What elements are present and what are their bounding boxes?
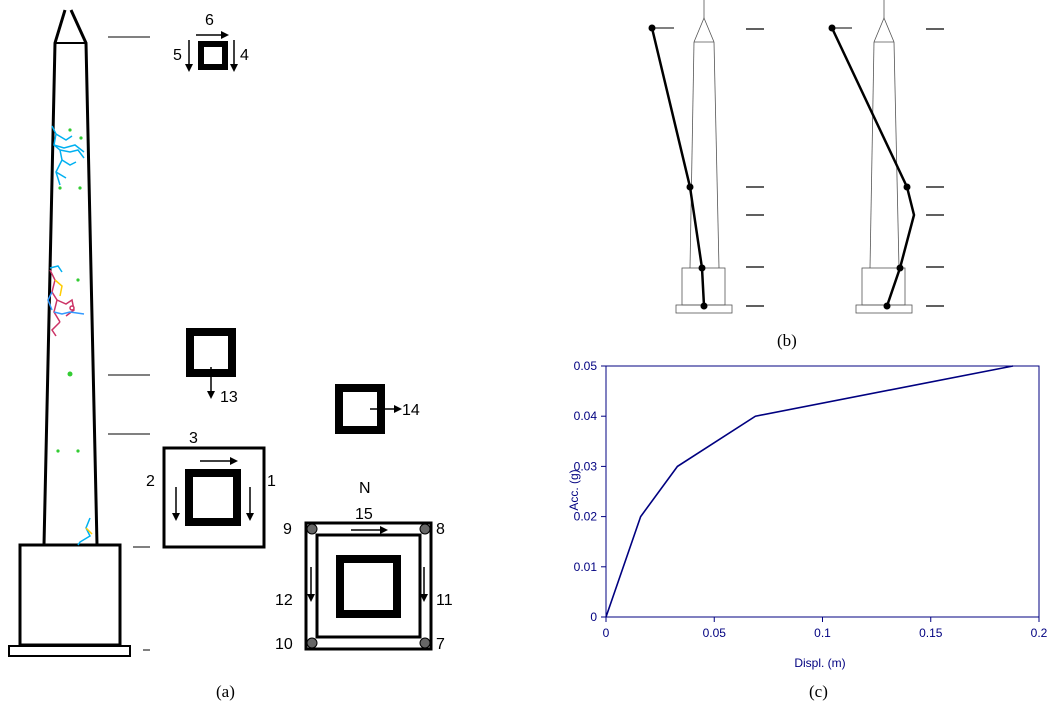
label-5: 5 — [173, 47, 182, 64]
section-plinth: N 15 9 8 12 11 10 7 — [275, 480, 453, 653]
corner-10 — [306, 637, 318, 649]
section-plinth-core — [336, 555, 401, 618]
arrow-4 — [230, 40, 238, 72]
caption-a: (a) — [216, 682, 235, 701]
label-9: 9 — [283, 521, 292, 538]
corner-8 — [419, 523, 431, 535]
label-6: 6 — [205, 12, 214, 29]
caption-b: (b) — [777, 331, 797, 350]
section-level-lines — [108, 36, 150, 651]
panel-c: 0 0.05 0.1 0.15 0.2 0 0.01 0.02 0.03 0.04 0.05 Dis… — [567, 359, 1048, 701]
label-3: 3 — [189, 430, 198, 447]
section-mid-2: 14 — [335, 384, 420, 434]
corner-9 — [306, 523, 318, 535]
label-14: 14 — [402, 402, 420, 419]
level-markers-b2 — [926, 28, 944, 307]
mode-shape-2 — [828, 24, 916, 310]
section-shaft-base-outer — [162, 446, 266, 549]
section-mid-wall — [186, 328, 236, 377]
arrow-14 — [370, 405, 402, 413]
arrow-3 — [200, 457, 238, 465]
x-axis-label: Displ. (m) — [794, 656, 845, 670]
capacity-curve-line — [605, 365, 1014, 618]
x-tick-label: 0.05 — [703, 626, 727, 640]
label-north: N — [359, 480, 371, 497]
section-plinth-inner — [315, 533, 422, 639]
arrow-11 — [420, 567, 428, 602]
arrow-5 — [185, 40, 193, 72]
panel-a: 6 5 4 13 14 — [8, 9, 453, 701]
label-4: 4 — [240, 47, 249, 64]
arrow-6 — [196, 31, 229, 39]
arrow-1 — [246, 487, 254, 521]
y-tick-label: 0.02 — [574, 510, 598, 524]
y-tick-label: 0.01 — [574, 560, 598, 574]
label-1: 1 — [267, 473, 276, 490]
crack-pattern-lower — [56, 371, 93, 546]
label-10: 10 — [275, 636, 293, 653]
obelisk-foundation — [8, 645, 131, 657]
section-plinth-outer — [304, 521, 433, 651]
panel-b: (b) — [648, 0, 944, 350]
caption-c: (c) — [809, 682, 828, 701]
corner-7 — [419, 637, 431, 649]
section-mid: 13 — [186, 328, 238, 406]
label-15: 15 — [355, 506, 373, 523]
x-tick-label: 0.1 — [814, 626, 831, 640]
obelisk-shaft-right-edge — [69, 9, 99, 546]
crack-pattern-upper — [51, 125, 85, 190]
y-tick-label: 0.05 — [574, 359, 598, 373]
arrow-13 — [207, 367, 215, 399]
label-12: 12 — [275, 592, 293, 609]
y-tick-label: 0 — [590, 610, 597, 624]
section-shaft-base: 3 2 1 — [146, 430, 276, 549]
label-11: 11 — [436, 592, 453, 609]
mode-shape-obelisk-2 — [855, 0, 913, 314]
obelisk-drawing — [8, 9, 131, 657]
section-shaft-base-core — [185, 469, 241, 526]
label-13: 13 — [220, 389, 238, 406]
arrow-2 — [172, 487, 180, 521]
crack-pattern-middle — [47, 265, 85, 337]
mode-shape-1-line — [650, 27, 706, 307]
label-8: 8 — [436, 521, 445, 538]
chart-ticks: 0 0.05 0.1 0.15 0.2 0 0.01 0.02 0.03 0.04 0.05 — [574, 359, 1048, 640]
x-tick-label: 0.2 — [1031, 626, 1048, 640]
y-tick-label: 0.04 — [574, 409, 598, 423]
level-markers-b1 — [746, 28, 764, 307]
y-tick-label: 0.03 — [574, 459, 598, 473]
label-2: 2 — [146, 473, 155, 490]
mode-shape-2-line — [830, 27, 916, 307]
x-tick-label: 0.15 — [919, 626, 943, 640]
mode-shape-1 — [648, 24, 708, 310]
section-top: 6 5 4 — [173, 12, 249, 72]
obelisk-plinth — [18, 543, 122, 647]
label-7: 7 — [436, 636, 445, 653]
y-axis-label: Acc. (g) — [567, 469, 581, 510]
arrow-12 — [307, 567, 315, 602]
x-tick-label: 0 — [603, 626, 610, 640]
section-top-wall — [198, 41, 228, 70]
arrow-15 — [351, 526, 388, 534]
mode-shape-obelisk-1 — [675, 0, 733, 314]
